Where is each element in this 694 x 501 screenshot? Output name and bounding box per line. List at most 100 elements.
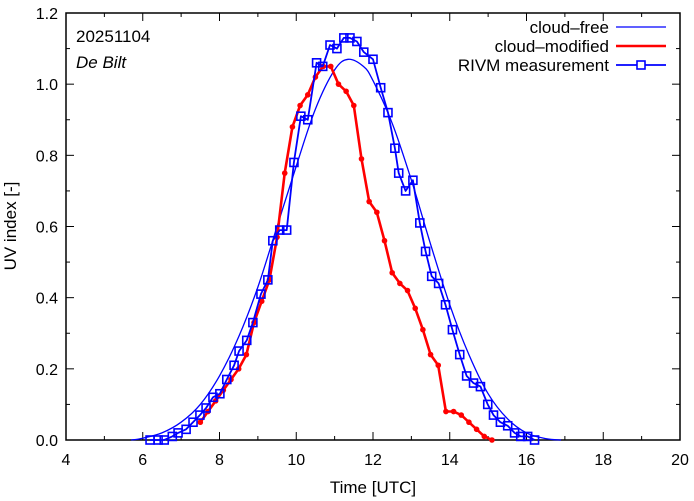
rivm-measurement-point — [153, 435, 163, 445]
rivm-measurement-point — [317, 61, 328, 72]
location-annotation: De Bilt — [76, 53, 127, 72]
cloud-modified-point — [381, 237, 388, 244]
cloud-modified-point — [450, 408, 457, 415]
rivm-measurement-point — [339, 33, 349, 43]
cloud-modified-point — [366, 198, 372, 205]
cloud-modified-point — [397, 280, 403, 287]
rivm-measurement-point — [181, 424, 191, 435]
rivm-measurement-point — [332, 43, 342, 54]
rivm-measurement-point — [234, 346, 244, 356]
rivm-measurement-point — [447, 324, 458, 335]
rivm-measurement-point — [268, 235, 278, 246]
rivm-measurement-point — [195, 410, 205, 420]
y-tick-label: 0.6 — [36, 220, 58, 237]
plot-frame — [65, 12, 681, 441]
cloud-modified-point — [327, 63, 334, 70]
cloud-modified-point — [412, 305, 419, 312]
rivm-measurement-point — [482, 399, 493, 410]
y-tick-label: 1.0 — [36, 77, 58, 94]
date-annotation: 20251104 — [76, 27, 150, 46]
rivm-measurement-point — [241, 335, 252, 346]
cloud-modified-point — [435, 362, 442, 369]
rivm-measurement-point — [358, 47, 369, 57]
x-tick-label: 4 — [62, 452, 71, 469]
rivm-measurement-point — [420, 246, 431, 257]
rivm-measurement-point — [454, 349, 465, 360]
cloud-modified-point — [197, 419, 204, 426]
x-axis-label: Time [UTC] — [330, 478, 416, 497]
cloud-modified-point — [304, 92, 311, 98]
cloud-modified-point — [374, 209, 380, 216]
legend-square-marker — [636, 60, 646, 70]
cloud-modified-point — [281, 170, 288, 176]
rivm-measurement-point — [201, 403, 211, 413]
rivm-measurement-point — [368, 54, 378, 65]
rivm-measurement-point — [263, 275, 273, 285]
rivm-measurement-point — [281, 225, 292, 235]
rivm-measurement-point — [352, 36, 362, 47]
cloud-modified-point — [458, 412, 465, 418]
rivm-measurement-point — [408, 175, 418, 186]
legend-label: cloud–free — [530, 18, 609, 37]
rivm-measurement-point — [426, 271, 437, 282]
y-tick-label: 0.4 — [36, 291, 58, 308]
cloud-modified-point — [297, 102, 303, 109]
rivm-measurement-point — [274, 225, 285, 235]
rivm-measurement-point — [488, 410, 499, 420]
x-tick-label: 14 — [441, 452, 459, 469]
rivm-measurement-point — [383, 107, 393, 118]
x-tick-label: 20 — [671, 452, 689, 469]
cloud-modified-point — [427, 351, 434, 358]
x-tick-label: 18 — [594, 452, 612, 469]
rivm-measurement-point — [375, 82, 386, 93]
rivm-measurement-point — [475, 381, 486, 392]
cloud-modified-point — [404, 287, 411, 294]
y-axis-label: UV index [-] — [1, 182, 20, 271]
series-thin-line — [131, 58, 562, 441]
rivm-measurement-point — [188, 417, 198, 428]
cloud-modified-point — [351, 102, 357, 109]
cloud-modified-point — [289, 124, 296, 130]
series-line-squares — [145, 33, 540, 445]
rivm-measurement-point — [390, 143, 400, 154]
cloud-modified-point — [481, 433, 488, 440]
x-tick-label: 12 — [364, 452, 382, 469]
rivm-measurement-point — [440, 299, 451, 310]
x-tick-label: 16 — [518, 452, 536, 469]
rivm-measurement-point — [256, 289, 266, 299]
x-axis: 4 6 8 10 12 14 16 18 20 — [62, 13, 689, 469]
y-tick-label: 0.0 — [36, 433, 58, 450]
rivm-measurement-point — [289, 157, 299, 168]
y-axis: 0.0 0.2 0.4 0.6 0.8 1.0 1.2 — [36, 6, 680, 450]
x-tick-label: 10 — [287, 452, 305, 469]
rivm-measurement-point — [433, 278, 444, 289]
rivm-measurement-point — [461, 371, 472, 381]
rivm-measurement-point — [221, 374, 232, 385]
cloud-modified-line — [199, 65, 493, 442]
rivm-measurement-point — [229, 360, 239, 371]
cloud-modified-point — [258, 298, 265, 305]
cloud-modified-point — [335, 81, 342, 87]
rivm-measurement-point — [415, 218, 425, 228]
series-layer — [131, 33, 562, 445]
cloud-modified-point — [389, 269, 395, 276]
rivm-measurement-point — [248, 317, 258, 328]
legend-label: RIVM measurement — [458, 56, 609, 75]
x-tick-label: 6 — [138, 452, 147, 469]
rivm-measurement-point — [215, 388, 225, 399]
y-tick-label: 1.2 — [36, 6, 58, 23]
rivm-measurement-point — [393, 168, 404, 178]
cloud-modified-point — [243, 351, 250, 358]
cloud-modified-point — [343, 88, 349, 95]
cloud-modified-point — [466, 419, 472, 426]
rivm-measurement-point — [302, 114, 313, 125]
cloud-modified-point — [420, 326, 426, 333]
cloud-modified-point — [489, 437, 495, 443]
y-tick-label: 0.2 — [36, 362, 58, 379]
legend-label: cloud–modified — [495, 37, 609, 56]
y-tick-label: 0.8 — [36, 148, 58, 165]
x-tick-label: 8 — [215, 452, 224, 469]
rivm-measurement-point — [502, 420, 513, 431]
